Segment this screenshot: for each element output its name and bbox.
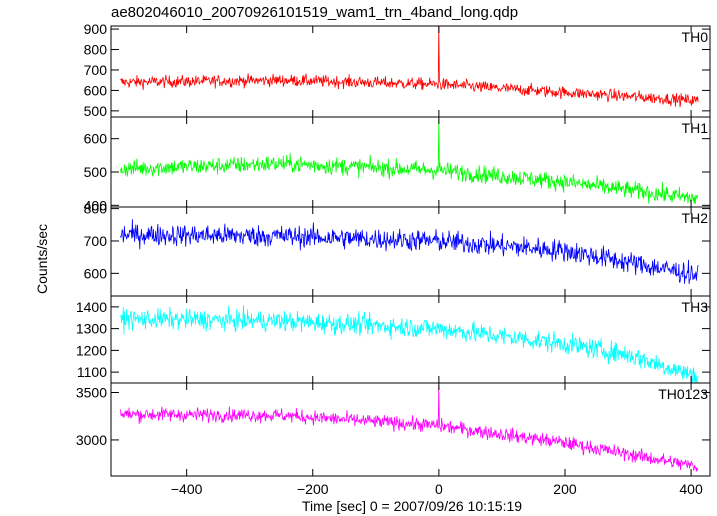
x-tick-label: 400 <box>679 481 703 497</box>
y-tick-label: 600 <box>84 82 108 98</box>
series-line-th3 <box>120 305 699 383</box>
chart-title: ae802046010_20070926101519_wam1_trn_4ban… <box>111 4 518 21</box>
panel-th0123: 3000 3500 TH0123 <box>76 382 711 477</box>
series-name-label: TH3 <box>682 299 709 315</box>
panel-frame <box>110 206 711 297</box>
y-tick-label: 3000 <box>76 432 107 448</box>
panel-frame <box>110 25 711 118</box>
panel-frame <box>110 382 711 477</box>
y-tick-label: 900 <box>84 21 108 37</box>
y-tick-label: 700 <box>84 62 108 78</box>
x-tick-label: 0 <box>435 481 443 497</box>
y-tick-label: 1300 <box>76 321 107 337</box>
y-tick-label: 500 <box>84 103 108 119</box>
x-axis-label: Time [sec] 0 = 2007/09/26 10:15:19 <box>302 498 522 514</box>
series-name-label: TH0 <box>682 29 709 45</box>
y-axis-label: Counts/sec <box>34 224 50 294</box>
series-line-th1 <box>120 118 699 204</box>
panels-group: 500 600 700 800 900 TH0 400 500 600 TH1 600 700 800 T… <box>76 21 711 477</box>
panel-frame <box>110 295 711 384</box>
panel-th3: 1100 1200 1300 1400 TH3 <box>76 295 711 384</box>
y-tick-label: 3500 <box>76 384 107 400</box>
x-tick-label: −400 <box>171 481 203 497</box>
y-tick-label: 400 <box>84 197 108 213</box>
panel-th1: 400 500 600 TH1 <box>84 116 711 213</box>
series-line-th2 <box>120 219 699 284</box>
y-tick-label: 800 <box>84 201 108 217</box>
y-tick-label: 700 <box>84 233 108 249</box>
y-tick-label: 1200 <box>76 342 107 358</box>
y-tick-label: 500 <box>84 164 108 180</box>
y-tick-label: 1100 <box>77 364 107 380</box>
x-tick-label: 200 <box>553 481 577 497</box>
series-line-th0 <box>120 26 699 108</box>
y-tick-label: 600 <box>84 131 108 147</box>
series-line-th0123 <box>120 385 699 472</box>
series-name-label: TH0123 <box>658 386 708 402</box>
series-name-label: TH2 <box>682 210 709 226</box>
series-name-label: TH1 <box>682 120 709 136</box>
y-tick-label: 800 <box>84 42 108 58</box>
x-axis: −400 −200 0 200 400 <box>171 481 703 497</box>
panel-th0: 500 600 700 800 900 TH0 <box>84 21 711 119</box>
x-tick-label: −200 <box>297 481 329 497</box>
panel-th2: 600 700 800 TH2 <box>84 201 711 297</box>
y-tick-label: 600 <box>84 265 108 281</box>
y-tick-label: 1400 <box>76 299 107 315</box>
